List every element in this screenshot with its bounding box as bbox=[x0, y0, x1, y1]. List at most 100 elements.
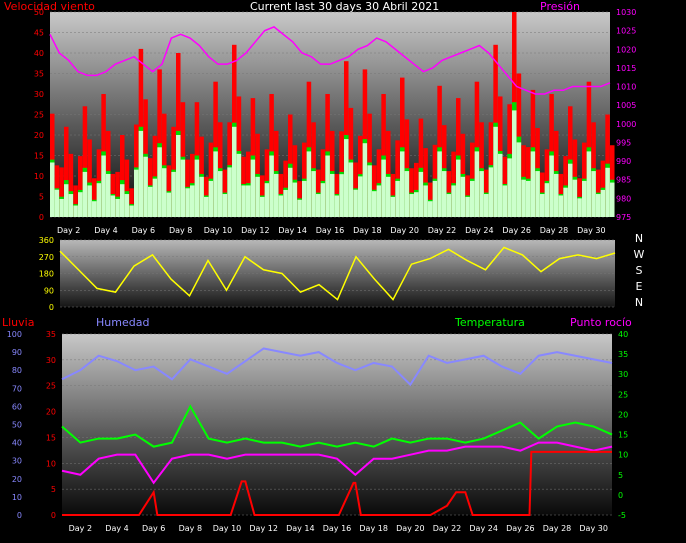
wind-min-bar bbox=[353, 189, 358, 217]
pressure-tick-label: 990 bbox=[616, 157, 631, 166]
temp-day-label: Day 26 bbox=[506, 524, 535, 533]
direction-tick-label: 180 bbox=[39, 270, 54, 279]
rain-percent-tick-label: 40 bbox=[12, 439, 22, 448]
compass-label: N bbox=[635, 296, 643, 309]
wind-min-bar bbox=[269, 155, 274, 217]
wind-min-bar bbox=[106, 173, 111, 217]
temp-day-label: Day 20 bbox=[396, 524, 425, 533]
wind-gust-bar bbox=[404, 119, 410, 217]
wind-min-bar bbox=[185, 188, 190, 217]
wind-min-bar bbox=[344, 139, 349, 217]
temp-day-label: Day 4 bbox=[105, 524, 128, 533]
wind-min-bar bbox=[320, 183, 326, 217]
pressure-tick-label: 980 bbox=[616, 194, 631, 203]
wind-min-bar bbox=[395, 180, 400, 217]
wind-min-bar bbox=[577, 198, 582, 217]
wind-speed-tick-label: 15 bbox=[34, 152, 44, 161]
wind-speed-tick-label: 35 bbox=[34, 70, 44, 79]
wind-min-bar bbox=[120, 184, 125, 217]
wind-speed-tick-label: 0 bbox=[39, 213, 44, 222]
pressure-tick-label: 1015 bbox=[616, 64, 636, 73]
wind-min-bar bbox=[148, 186, 153, 217]
wind-min-bar bbox=[404, 171, 410, 217]
wind-min-bar bbox=[297, 199, 302, 217]
wind-day-label: Day 28 bbox=[540, 226, 569, 235]
wind-min-bar bbox=[278, 195, 284, 217]
wind-day-label: Day 8 bbox=[169, 226, 192, 235]
wind-speed-axis-label: Velocidad viento bbox=[4, 0, 95, 13]
wind-min-bar bbox=[484, 194, 489, 217]
wind-min-bar bbox=[213, 151, 218, 217]
wind-min-bar bbox=[558, 195, 564, 217]
rain-percent-tick-label: 10 bbox=[12, 493, 22, 502]
wind-min-bar bbox=[162, 168, 167, 217]
wind-min-bar bbox=[171, 171, 176, 217]
wind-min-bar bbox=[586, 151, 592, 217]
wind-min-bar bbox=[596, 194, 601, 217]
wind-min-bar bbox=[302, 180, 307, 217]
chart-title: Current last 30 days 30 Abril 2021 bbox=[250, 0, 440, 13]
wind-min-bar bbox=[334, 195, 340, 217]
temp-day-label: Day 24 bbox=[469, 524, 498, 533]
wind-min-bar bbox=[82, 171, 88, 217]
rain-percent-tick-label: 60 bbox=[12, 402, 22, 411]
pressure-tick-label: 1010 bbox=[616, 83, 636, 92]
pressure-tick-label: 985 bbox=[616, 176, 631, 185]
wind-min-bar bbox=[325, 155, 330, 217]
wind-min-bar bbox=[460, 176, 466, 217]
wind-min-bar bbox=[292, 182, 298, 217]
temperature-tick-label: 25 bbox=[618, 390, 628, 399]
rain-percent-tick-label: 70 bbox=[12, 384, 22, 393]
wind-min-bar bbox=[367, 165, 372, 217]
wind-day-label: Day 24 bbox=[465, 226, 494, 235]
wind-min-bar bbox=[264, 183, 270, 217]
wind-min-bar bbox=[465, 196, 470, 217]
wind-min-bar bbox=[311, 171, 316, 217]
temp-day-label: Day 10 bbox=[213, 524, 242, 533]
wind-min-bar bbox=[152, 178, 158, 217]
direction-tick-label: 0 bbox=[49, 303, 54, 312]
rain-tick-label: 35 bbox=[46, 330, 56, 339]
dewpoint-label: Punto rocío bbox=[570, 316, 632, 329]
rain-tick-label: 10 bbox=[46, 459, 56, 468]
temperature-label: Temperatura bbox=[455, 316, 525, 329]
wind-min-bar bbox=[50, 162, 55, 217]
temperature-tick-label: 30 bbox=[618, 370, 628, 379]
wind-min-bar bbox=[138, 130, 144, 217]
temp-day-label: Day 28 bbox=[543, 524, 572, 533]
pressure-tick-label: 1020 bbox=[616, 45, 636, 54]
pressure-tick-label: 975 bbox=[616, 213, 631, 222]
wind-min-bar bbox=[563, 187, 568, 217]
compass-label: N bbox=[635, 232, 643, 245]
wind-min-bar bbox=[143, 156, 148, 217]
pressure-tick-label: 1000 bbox=[616, 120, 636, 129]
wind-min-bar bbox=[428, 201, 433, 217]
wind-min-bar bbox=[540, 194, 545, 217]
wind-min-bar bbox=[530, 151, 536, 217]
wind-min-bar bbox=[591, 171, 596, 217]
rain-percent-tick-label: 90 bbox=[12, 348, 22, 357]
wind-min-bar bbox=[409, 194, 414, 217]
wind-min-bar bbox=[526, 180, 531, 217]
wind-min-bar bbox=[54, 189, 60, 217]
wind-day-label: Day 4 bbox=[94, 226, 117, 235]
rain-tick-label: 25 bbox=[46, 382, 56, 391]
wind-min-bar bbox=[544, 183, 550, 217]
wind-min-bar bbox=[288, 167, 293, 217]
wind-day-label: Day 12 bbox=[241, 226, 270, 235]
wind-min-bar bbox=[92, 201, 97, 217]
wind-min-bar bbox=[78, 192, 83, 217]
wind-speed-tick-label: 40 bbox=[34, 49, 44, 58]
rain-tick-label: 20 bbox=[46, 408, 56, 417]
wind-gust-bar bbox=[73, 185, 78, 217]
rain-percent-tick-label: 20 bbox=[12, 475, 22, 484]
wind-min-bar bbox=[124, 194, 130, 217]
wind-min-bar bbox=[568, 163, 573, 217]
wind-min-bar bbox=[241, 185, 246, 217]
rain-tick-label: 5 bbox=[51, 485, 56, 494]
pressure-line bbox=[49, 26, 611, 95]
wind-min-bar bbox=[600, 189, 606, 217]
wind-min-bar bbox=[610, 182, 615, 217]
